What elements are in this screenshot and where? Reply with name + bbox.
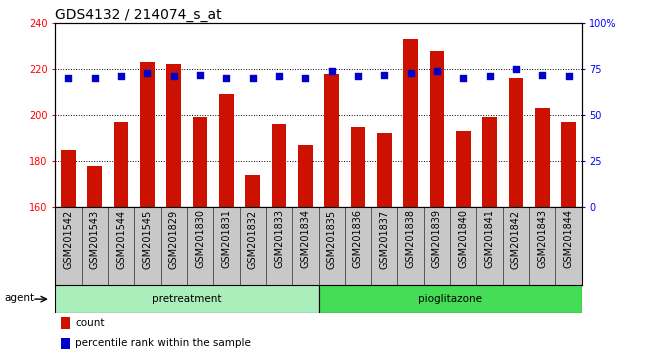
Bar <box>430 51 444 207</box>
Text: GSM201836: GSM201836 <box>353 210 363 268</box>
Bar <box>298 145 313 207</box>
Text: pretreatment: pretreatment <box>152 294 222 304</box>
Point <box>63 75 73 81</box>
Text: GSM201844: GSM201844 <box>564 210 573 268</box>
Bar <box>60 338 70 349</box>
Bar <box>377 133 391 207</box>
Point <box>168 74 179 79</box>
Text: GSM201544: GSM201544 <box>116 210 126 269</box>
Point <box>274 74 284 79</box>
Point <box>353 74 363 79</box>
Bar <box>404 39 418 207</box>
Text: GSM201838: GSM201838 <box>406 210 415 268</box>
Text: GSM201842: GSM201842 <box>511 210 521 269</box>
Point <box>221 75 231 81</box>
Point <box>248 75 258 81</box>
Point <box>326 68 337 74</box>
Bar <box>88 166 102 207</box>
Text: GSM201832: GSM201832 <box>248 210 257 269</box>
Point <box>406 70 416 75</box>
Text: GSM201833: GSM201833 <box>274 210 284 268</box>
Bar <box>219 95 233 207</box>
Text: GSM201835: GSM201835 <box>327 210 337 269</box>
Bar <box>140 62 155 207</box>
Point <box>90 75 100 81</box>
Text: pioglitazone: pioglitazone <box>418 294 482 304</box>
Point <box>458 75 469 81</box>
Bar <box>535 108 549 207</box>
Bar <box>351 127 365 207</box>
Point <box>537 72 547 78</box>
Bar <box>55 285 318 313</box>
Text: GSM201545: GSM201545 <box>142 210 152 269</box>
Point <box>511 66 521 72</box>
Point <box>116 74 126 79</box>
Bar <box>318 285 582 313</box>
Bar <box>509 78 523 207</box>
Text: GSM201837: GSM201837 <box>380 210 389 269</box>
Bar <box>456 131 471 207</box>
Bar <box>166 64 181 207</box>
Text: GSM201843: GSM201843 <box>538 210 547 268</box>
Text: GSM201829: GSM201829 <box>169 210 179 269</box>
Point <box>564 74 574 79</box>
Point <box>142 70 153 75</box>
Point <box>379 72 389 78</box>
Bar <box>246 175 260 207</box>
Bar <box>482 118 497 207</box>
Text: count: count <box>75 318 105 328</box>
Point <box>300 75 311 81</box>
Text: GSM201830: GSM201830 <box>195 210 205 268</box>
Text: GSM201839: GSM201839 <box>432 210 442 268</box>
Point <box>484 74 495 79</box>
Bar <box>272 124 286 207</box>
Bar <box>61 149 75 207</box>
Bar <box>60 317 70 329</box>
Text: GSM201841: GSM201841 <box>485 210 495 268</box>
Text: GSM201543: GSM201543 <box>90 210 99 269</box>
Bar <box>193 118 207 207</box>
Text: percentile rank within the sample: percentile rank within the sample <box>75 338 251 348</box>
Bar <box>562 122 576 207</box>
Text: GDS4132 / 214074_s_at: GDS4132 / 214074_s_at <box>55 8 222 22</box>
Text: GSM201542: GSM201542 <box>64 210 73 269</box>
Point <box>195 72 205 78</box>
Bar <box>114 122 128 207</box>
Bar <box>324 74 339 207</box>
Text: GSM201834: GSM201834 <box>300 210 310 268</box>
Text: GSM201831: GSM201831 <box>222 210 231 268</box>
Text: agent: agent <box>5 293 34 303</box>
Point <box>432 68 442 74</box>
Text: GSM201840: GSM201840 <box>458 210 468 268</box>
